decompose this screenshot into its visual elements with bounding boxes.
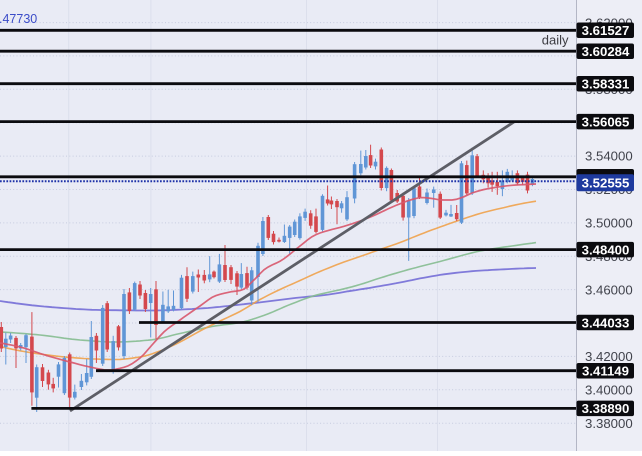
svg-text:3.56065: 3.56065 — [582, 114, 630, 129]
svg-text:3.38890: 3.38890 — [582, 401, 630, 416]
svg-text:.47730: .47730 — [0, 12, 37, 26]
svg-text:3.41149: 3.41149 — [582, 364, 629, 379]
svg-text:3.60284: 3.60284 — [582, 44, 630, 59]
svg-text:3.52555: 3.52555 — [582, 175, 630, 190]
svg-text:3.42000: 3.42000 — [585, 349, 633, 364]
svg-text:3.44033: 3.44033 — [582, 315, 630, 330]
svg-text:3.50000: 3.50000 — [585, 216, 633, 231]
svg-text:3.46000: 3.46000 — [585, 282, 633, 297]
svg-text:3.38000: 3.38000 — [585, 416, 633, 431]
svg-text:3.54000: 3.54000 — [585, 149, 633, 164]
svg-text:3.61527: 3.61527 — [582, 23, 630, 38]
svg-text:3.40000: 3.40000 — [585, 383, 633, 398]
svg-text:3.48400: 3.48400 — [582, 242, 630, 257]
svg-text:3.58331: 3.58331 — [582, 77, 630, 92]
svg-text:daily: daily — [542, 33, 569, 48]
